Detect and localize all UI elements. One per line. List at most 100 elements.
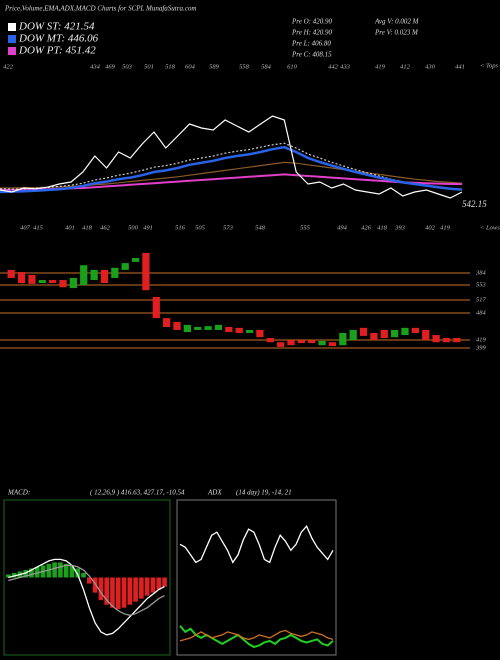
low-label: 555 [300, 224, 311, 231]
top-label: 610 [287, 63, 298, 70]
macd-frame [3, 499, 171, 656]
low-label: 418 [377, 224, 388, 231]
lows-note: < Lows [480, 224, 500, 231]
top-label: 433 [340, 63, 351, 70]
histogram-bar [115, 577, 121, 610]
candle [173, 321, 181, 330]
top-label: 469 [105, 63, 116, 70]
histogram-bar [58, 562, 63, 578]
candle [442, 338, 451, 343]
candle [422, 329, 430, 341]
low-label: 393 [394, 224, 406, 231]
histogram-bar [11, 572, 17, 578]
top-label: 518 [165, 63, 176, 70]
info-text: Avg V: 0.002 M [374, 18, 420, 26]
level-label: 484 [476, 309, 487, 316]
info-text: Pre V: 0.023 M [374, 29, 419, 37]
top-label: 441 [455, 63, 465, 70]
histogram-bar [92, 577, 98, 593]
low-label: 407 [20, 224, 31, 231]
top-label: 412 [400, 63, 411, 70]
candle [411, 327, 419, 333]
candle [266, 338, 274, 343]
candle [380, 329, 388, 338]
series-line [0, 142, 463, 191]
histogram-bar [29, 568, 34, 578]
candle [38, 280, 46, 283]
candle [391, 329, 399, 338]
price-note: 542.15 [462, 199, 487, 209]
candle [194, 327, 202, 330]
candle [111, 267, 119, 278]
candle [7, 269, 15, 278]
candle [59, 280, 67, 288]
candle [69, 277, 77, 289]
low-label: 516 [175, 224, 186, 231]
adx-title: ADX [207, 489, 222, 497]
legend-label: DOW MT: 446.06 [18, 33, 99, 45]
histogram-bar [127, 577, 133, 605]
candle [245, 329, 254, 333]
legend-label: DOW ST: 421.54 [18, 21, 95, 33]
tops-note: < Tops [480, 62, 499, 69]
candle [287, 340, 295, 346]
candle [339, 332, 347, 346]
macd-line [8, 564, 165, 616]
info-text: Pre C: 408.15 [291, 51, 332, 59]
candle [277, 342, 285, 347]
top-label: 434 [90, 63, 101, 70]
histogram-bar [104, 577, 109, 605]
macd-line [8, 558, 165, 636]
series-line [0, 115, 463, 199]
info-text: Pre O: 420.90 [291, 18, 332, 26]
top-label: 558 [239, 63, 250, 70]
candle [163, 318, 171, 327]
low-label: 500 [128, 224, 139, 231]
low-label: 548 [255, 224, 266, 231]
low-label: 462 [100, 224, 111, 231]
candle [359, 327, 368, 336]
level-label: 419 [476, 336, 487, 343]
histogram-bar [75, 568, 81, 578]
histogram-bar [63, 563, 69, 578]
candle [432, 335, 440, 343]
top-label: 503 [122, 63, 133, 70]
histogram-bar [87, 577, 92, 584]
histogram-bar [46, 563, 52, 578]
low-label: 402 [425, 224, 436, 231]
low-label: 505 [195, 224, 206, 231]
adx-line [179, 625, 334, 649]
low-label: 419 [440, 224, 451, 231]
candle [142, 252, 150, 291]
adx-line [179, 629, 334, 642]
candle [28, 274, 36, 284]
candle [214, 324, 223, 330]
histogram-bar [144, 577, 150, 596]
histogram-bar [133, 577, 138, 602]
histogram-bar [23, 569, 28, 578]
histogram-bar [34, 566, 40, 578]
candle [131, 258, 140, 262]
candle [318, 340, 326, 346]
low-label: 491 [143, 224, 153, 231]
histogram-bar [52, 562, 57, 578]
title: Price,Volume,EMA,ADX,MACD Charts for SCP… [4, 5, 196, 13]
info-text: Pre H: 420.90 [291, 29, 332, 37]
legend-swatch [8, 23, 16, 31]
histogram-bar [139, 577, 144, 599]
level-label: 553 [476, 281, 487, 288]
top-label: 589 [209, 63, 220, 70]
candle [90, 269, 98, 281]
histogram-bar [6, 574, 11, 578]
info-text: Pre L: 406.80 [291, 40, 331, 48]
legend-swatch [8, 47, 16, 55]
candle [152, 296, 160, 319]
low-label: 415 [33, 224, 44, 231]
candle [328, 342, 337, 347]
histogram-bar [110, 577, 115, 608]
histogram-bar [98, 577, 104, 601]
histogram-bar [69, 565, 75, 578]
low-label: 426 [361, 224, 372, 231]
